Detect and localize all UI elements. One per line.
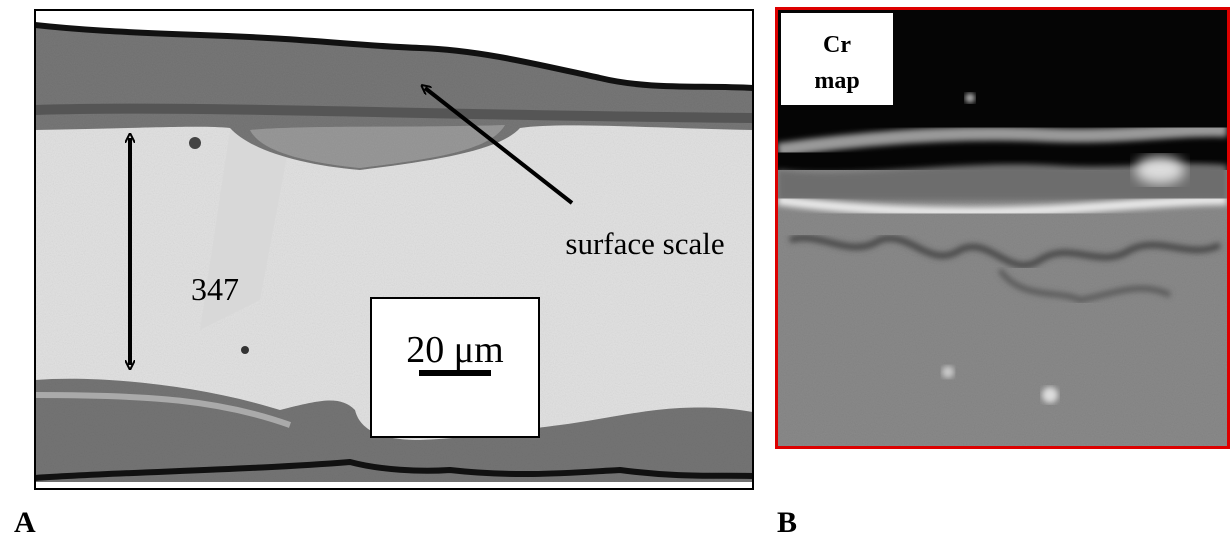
map-label: Cr: [823, 32, 851, 58]
material-label: 347: [191, 271, 239, 307]
figure: surface scale 347 20 μm Cr map A B: [0, 0, 1230, 539]
arrow-label: surface scale: [565, 226, 724, 261]
map-label: map: [814, 68, 859, 94]
panel-label: A: [14, 506, 36, 539]
panel-label: B: [777, 506, 797, 539]
scale-bar-label: 20 μm: [406, 329, 503, 371]
